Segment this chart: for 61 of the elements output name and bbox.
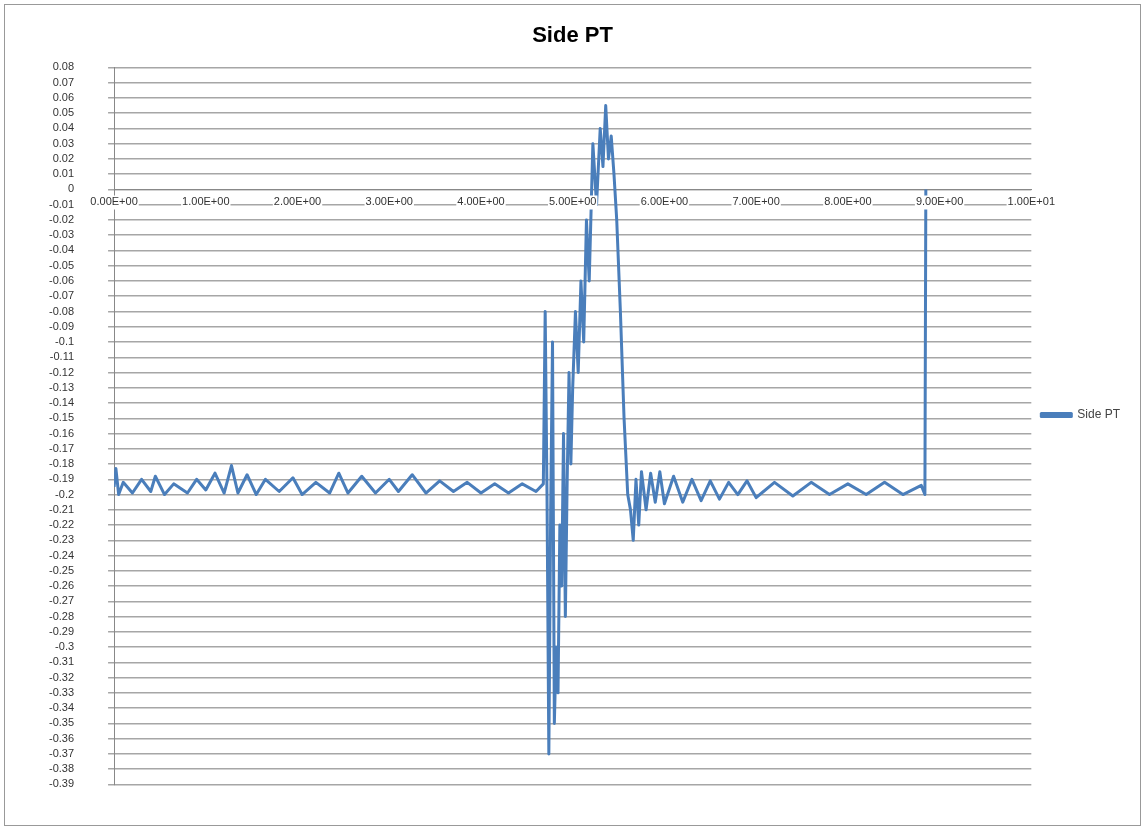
y-tick-label: 0: [67, 182, 75, 195]
y-tick-label: -0.06: [48, 274, 75, 287]
y-tick-label: -0.27: [48, 594, 75, 607]
y-tick-label: -0.3: [55, 640, 75, 653]
legend-label: Side PT: [1077, 407, 1121, 422]
y-tick-label: -0.31: [48, 655, 75, 668]
y-tick-label: -0.04: [48, 243, 75, 256]
y-tick-label: -0.38: [48, 762, 75, 775]
y-tick-label: -0.02: [48, 212, 75, 225]
y-tick-label: -0.36: [48, 731, 75, 744]
y-tick-label: -0.17: [48, 441, 75, 454]
y-tick-label: -0.25: [48, 563, 75, 576]
x-tick-label: 6.00E+00: [640, 195, 689, 208]
y-tick-label: -0.15: [48, 411, 75, 424]
y-tick-label: -0.12: [48, 365, 75, 378]
x-tick-label: 8.00E+00: [824, 195, 872, 208]
y-tick-label: -0.07: [48, 289, 75, 302]
y-tick-label: -0.2: [55, 487, 75, 500]
y-tick-label: 0.05: [52, 106, 75, 119]
x-tick-label: 9.00E+00: [915, 195, 964, 208]
y-tick-label: 0.06: [52, 90, 75, 103]
x-tick-label: 3.00E+00: [365, 195, 413, 208]
y-tick-label: -0.23: [48, 533, 75, 546]
chart-title: Side PT: [532, 22, 614, 48]
y-tick-label: -0.11: [49, 350, 75, 363]
y-tick-label: -0.28: [48, 609, 75, 622]
y-tick-label: -0.19: [48, 472, 75, 485]
y-tick-label: -0.03: [48, 228, 75, 241]
y-tick-label: -0.08: [48, 304, 75, 317]
y-tick-label: -0.26: [48, 579, 75, 592]
x-tick-label: 2.00E+00: [273, 195, 322, 208]
y-tick-label: 0.01: [52, 167, 75, 180]
y-tick-label: -0.14: [48, 396, 75, 409]
y-tick-label: 0.02: [52, 151, 75, 164]
x-tick-label: 7.00E+00: [732, 195, 780, 208]
y-tick-label: 0.03: [52, 136, 75, 149]
y-tick-label: -0.37: [48, 746, 75, 759]
y-tick-label: -0.09: [48, 319, 75, 332]
y-tick-label: -0.39: [48, 777, 75, 790]
x-tick-label: 1.00E+01: [1007, 195, 1056, 208]
y-tick-label: 0.08: [52, 60, 75, 73]
y-tick-label: 0.04: [52, 121, 75, 134]
y-tick-label: -0.05: [48, 258, 75, 271]
y-tick-label: -0.18: [48, 457, 75, 470]
y-tick-label: -0.29: [48, 624, 75, 637]
y-tick-label: -0.22: [48, 518, 75, 531]
x-tick-label: 1.00E+00: [182, 195, 230, 208]
x-tick-label: 5.00E+00: [548, 195, 597, 208]
y-tick-label: -0.13: [48, 380, 75, 393]
y-tick-label: -0.01: [48, 197, 75, 210]
y-tick-label: -0.33: [48, 685, 75, 698]
y-tick-label: -0.34: [48, 701, 75, 714]
y-tick-label: -0.16: [48, 426, 75, 439]
x-tick-label: 0.00E+00: [90, 195, 138, 208]
y-tick-label: 0.07: [52, 75, 75, 88]
x-tick-label: 4.00E+00: [457, 195, 505, 208]
y-tick-label: -0.21: [48, 502, 75, 515]
y-tick-label: -0.1: [55, 335, 75, 348]
y-tick-label: -0.32: [48, 670, 75, 683]
y-tick-label: -0.35: [48, 716, 75, 729]
y-tick-label: -0.24: [48, 548, 75, 561]
